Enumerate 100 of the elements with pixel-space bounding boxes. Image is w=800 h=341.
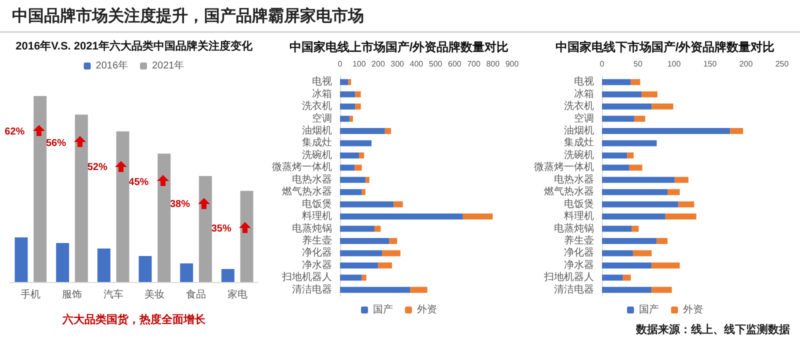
y-tick-label: 清洁电器 bbox=[292, 283, 332, 296]
legend-label: 外资 bbox=[683, 304, 703, 316]
y-tick-label: 洗碗机 bbox=[564, 148, 594, 161]
bar bbox=[340, 250, 382, 256]
bar bbox=[652, 286, 672, 293]
bar bbox=[602, 286, 652, 293]
bar bbox=[34, 96, 47, 282]
bar bbox=[602, 164, 630, 171]
bar bbox=[340, 164, 355, 171]
y-tick-label: 电饭煲 bbox=[302, 198, 332, 210]
bar bbox=[14, 237, 28, 282]
y-tick-label: 冰箱 bbox=[574, 88, 594, 100]
bar bbox=[629, 164, 642, 171]
bar bbox=[382, 250, 400, 256]
y-tick-label: 电蒸炖锅 bbox=[292, 222, 332, 234]
bar bbox=[602, 116, 634, 122]
y-tick-label: 燃气热水器 bbox=[282, 186, 332, 198]
annotation: 52% bbox=[87, 162, 108, 174]
y-tick-label: 电视 bbox=[574, 76, 594, 88]
y-tick-label: 集成灶 bbox=[302, 136, 332, 149]
x-tick-label: 200 bbox=[739, 60, 754, 68]
y-tick-label: 油烟机 bbox=[302, 124, 332, 136]
x-tick-label: 50 bbox=[634, 60, 643, 68]
legend-label: 2021年 bbox=[152, 60, 184, 72]
bar bbox=[340, 152, 360, 158]
bar bbox=[348, 79, 352, 86]
bar bbox=[668, 189, 680, 196]
bar bbox=[340, 274, 362, 281]
bar bbox=[602, 152, 628, 158]
legend-label: 国产 bbox=[639, 304, 659, 316]
bar bbox=[116, 131, 130, 282]
x-tick-label: 手机 bbox=[20, 288, 41, 300]
bar bbox=[340, 140, 372, 146]
y-tick-label: 电热水器 bbox=[292, 173, 332, 186]
y-tick-label: 燃气热水器 bbox=[544, 186, 594, 198]
bar bbox=[634, 116, 646, 122]
bar bbox=[652, 104, 674, 110]
x-tick-label: 0 bbox=[600, 60, 605, 68]
bar bbox=[630, 79, 640, 86]
y-tick-label: 洗碗机 bbox=[302, 148, 332, 161]
bar bbox=[656, 238, 668, 244]
legend-label: 国产 bbox=[373, 304, 393, 316]
bar bbox=[340, 226, 375, 232]
annotation: 62% bbox=[4, 126, 25, 138]
y-tick-label: 冰箱 bbox=[312, 88, 332, 100]
bar bbox=[602, 128, 730, 134]
bar bbox=[632, 226, 639, 232]
x-tick-label: 汽车 bbox=[103, 288, 124, 300]
bar bbox=[350, 116, 353, 122]
bar bbox=[652, 262, 680, 268]
bar bbox=[602, 79, 631, 86]
chart-title: 中国家电线下市场国产/外资品牌数量对比 bbox=[555, 40, 775, 54]
y-tick-label: 洗衣机 bbox=[564, 100, 594, 112]
bar bbox=[602, 201, 678, 208]
bar bbox=[674, 176, 688, 183]
annotation: 56% bbox=[46, 138, 66, 149]
bar bbox=[602, 238, 657, 244]
bar bbox=[410, 286, 428, 293]
y-tick-label: 空调 bbox=[312, 112, 332, 124]
y-tick-label: 微蒸烤一体机 bbox=[534, 161, 594, 174]
bar bbox=[74, 114, 88, 282]
y-tick-label: 料理机 bbox=[564, 210, 594, 222]
legend-label: 外资 bbox=[417, 304, 437, 316]
x-tick-label: 700 bbox=[467, 60, 481, 68]
bar bbox=[340, 116, 350, 122]
bar bbox=[340, 286, 410, 293]
bar bbox=[340, 128, 385, 134]
bar bbox=[462, 214, 493, 220]
x-tick-label: 0 bbox=[338, 60, 343, 68]
y-tick-label: 净化器 bbox=[302, 246, 332, 259]
bar bbox=[365, 176, 370, 183]
x-tick-label: 600 bbox=[448, 60, 462, 68]
y-tick-label: 电热水器 bbox=[554, 173, 594, 186]
x-tick-label: 200 bbox=[372, 60, 386, 68]
bar bbox=[97, 248, 110, 282]
source-note: 数据来源：线上、线下监测数据 bbox=[634, 322, 790, 337]
y-tick-label: 电视 bbox=[312, 76, 332, 88]
bar bbox=[627, 152, 634, 158]
bar bbox=[138, 256, 152, 282]
bar bbox=[374, 226, 381, 232]
bar bbox=[602, 104, 652, 110]
bar bbox=[56, 242, 70, 282]
bar bbox=[384, 128, 392, 134]
bar bbox=[359, 152, 364, 158]
bar bbox=[362, 189, 366, 196]
y-tick-label: 净水器 bbox=[302, 258, 332, 271]
bar bbox=[602, 226, 632, 232]
bar bbox=[602, 274, 623, 281]
legend-label: 2016年 bbox=[96, 60, 128, 72]
chart-title: 中国家电线上市场国产/外资品牌数量对比 bbox=[289, 40, 509, 54]
bar bbox=[622, 274, 631, 281]
y-tick-label: 养生壶 bbox=[302, 234, 332, 246]
bar bbox=[602, 214, 666, 220]
bar bbox=[730, 128, 744, 134]
bar bbox=[340, 201, 394, 208]
bar bbox=[378, 262, 392, 268]
x-tick-label: 300 bbox=[390, 60, 405, 68]
bar bbox=[602, 91, 642, 98]
y-tick-label: 扫地机器人 bbox=[281, 271, 332, 284]
bar bbox=[198, 176, 212, 282]
